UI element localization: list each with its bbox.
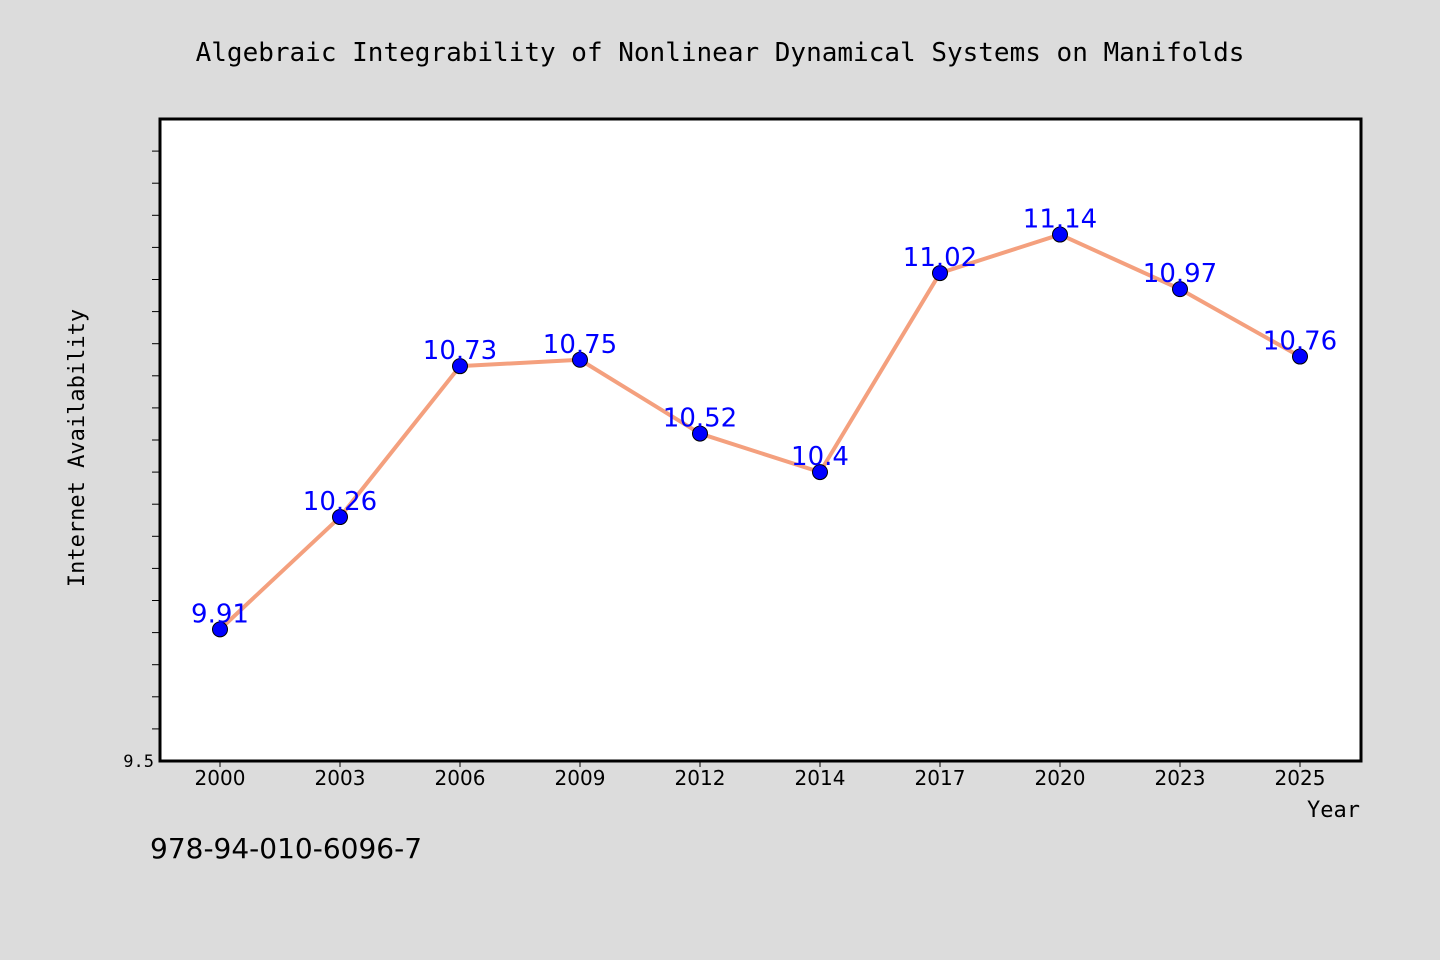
plot-area (158, 117, 1363, 763)
data-point (1292, 348, 1308, 365)
x-tick-label: 2000 (195, 766, 246, 790)
data-label: 10.73 (423, 336, 497, 366)
data-point (212, 621, 228, 638)
x-tick-label: 2006 (435, 766, 486, 790)
data-label: 10.75 (543, 330, 617, 360)
x-tick-label: 2023 (1155, 766, 1206, 790)
y-tick-label: 9.5 (123, 752, 154, 772)
x-axis-ticks: 2000 2003 2006 2009 2012 2014 2017 2020 2023 2025 (195, 761, 1326, 790)
x-tick-label: 2017 (915, 766, 966, 790)
data-point (572, 351, 588, 368)
data-label: 10.4 (791, 442, 849, 472)
x-tick-label: 2003 (315, 766, 366, 790)
x-tick-label: 2012 (675, 766, 726, 790)
data-label: 10.97 (1143, 259, 1217, 289)
data-point (932, 265, 948, 282)
y-axis-ticks: 9.5 (123, 150, 160, 772)
chart-title: Algebraic Integrability of Nonlinear Dyn… (196, 38, 1245, 68)
data-point (1052, 226, 1068, 243)
x-tick-label: 2025 (1275, 766, 1326, 790)
data-point (1172, 281, 1188, 298)
data-point (692, 425, 708, 442)
x-tick-label: 2009 (555, 766, 606, 790)
isbn-footer-text: 978-94-010-6096-7 (150, 832, 423, 865)
data-point (452, 358, 468, 375)
data-point (332, 509, 348, 526)
data-point (812, 464, 828, 481)
data-label: 10.52 (663, 404, 737, 434)
x-axis-label: Year (1307, 798, 1360, 823)
x-tick-label: 2014 (795, 766, 846, 790)
x-tick-label: 2020 (1035, 766, 1086, 790)
series-layer: 9.91 10.26 10.73 10.75 10.52 10.4 11.02 11.14 10… (191, 205, 1337, 638)
data-label: 11.14 (1023, 205, 1097, 235)
y-axis-label: Internet Availability (65, 309, 90, 587)
data-label: 10.76 (1263, 327, 1337, 357)
data-label: 10.26 (303, 487, 377, 517)
data-label: 9.91 (191, 599, 249, 629)
series-line (218, 232, 1301, 631)
data-label: 11.02 (903, 243, 977, 273)
